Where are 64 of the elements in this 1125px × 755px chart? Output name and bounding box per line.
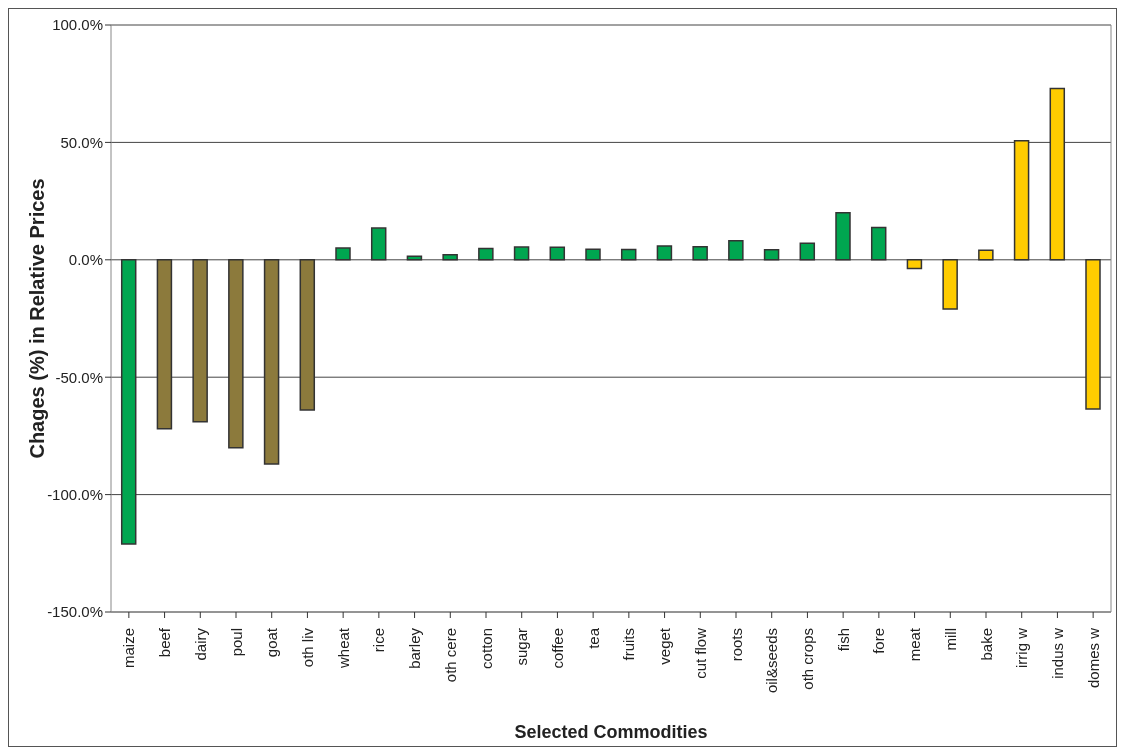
bar <box>692 245 708 261</box>
bar <box>335 247 351 261</box>
bar <box>406 255 423 261</box>
bar <box>763 248 780 261</box>
y-tick-label: 100.0% <box>52 16 103 34</box>
x-tick-label: oth liv <box>298 627 316 668</box>
bar <box>656 245 673 261</box>
bar <box>442 253 458 261</box>
x-tick-label: mill <box>941 628 959 651</box>
bar <box>942 259 958 310</box>
x-tick-label: sugar <box>513 628 531 666</box>
bar <box>478 247 494 261</box>
x-tick-label: indus w <box>1048 627 1066 679</box>
x-tick-label: oth crops <box>798 628 816 690</box>
x-tick-label: coffee <box>548 628 566 669</box>
bar <box>835 212 851 261</box>
x-tick-label: dairy <box>191 627 209 661</box>
bar <box>1085 259 1101 410</box>
bar <box>156 259 173 430</box>
bar <box>1049 87 1066 261</box>
bar <box>228 259 244 449</box>
x-tick-label: poul <box>227 628 245 657</box>
x-tick-label: beef <box>156 627 174 658</box>
x-tick-label: veget <box>656 627 674 665</box>
x-tick-label: domes w <box>1084 627 1102 689</box>
x-tick-label: bake <box>977 628 995 661</box>
x-tick-label: cotton <box>477 628 495 669</box>
bar <box>370 227 387 261</box>
x-tick-label: barley <box>406 627 424 669</box>
bar <box>120 259 137 545</box>
bar <box>263 259 280 465</box>
x-tick-label: oil&seeds <box>763 628 781 694</box>
bar <box>620 248 637 261</box>
x-tick-label: fore <box>870 628 888 654</box>
x-tick-label: cut flow <box>691 627 709 679</box>
x-tick-label: maize <box>120 628 138 669</box>
y-axis-title: Chages (%) in Relative Prices <box>26 178 49 459</box>
bar <box>513 246 530 261</box>
x-tick-label: fruits <box>620 628 638 661</box>
bar <box>870 226 887 261</box>
bar <box>1013 140 1030 261</box>
bar <box>299 259 316 411</box>
x-tick-label: rice <box>370 628 388 653</box>
bar <box>585 248 601 261</box>
x-tick-label: oth cere <box>441 628 459 683</box>
bar <box>799 242 816 261</box>
x-tick-label: roots <box>727 628 745 662</box>
x-tick-label: wheat <box>334 627 352 670</box>
x-tick-label: fish <box>834 628 852 652</box>
bar <box>192 259 208 423</box>
y-tick-label: -100.0% <box>47 485 103 503</box>
x-tick-label: goat <box>263 627 281 658</box>
bar <box>906 259 923 270</box>
x-axis-title: Selected Commodities <box>514 722 708 742</box>
y-tick-label: -150.0% <box>47 603 103 621</box>
x-tick-label: irrig w <box>1013 627 1031 668</box>
y-tick-label: -50.0% <box>55 368 103 386</box>
y-tick-label: 0.0% <box>68 251 103 269</box>
x-tick-label: tea <box>584 627 602 649</box>
x-tick-label: meat <box>906 627 924 662</box>
y-tick-label: 50.0% <box>60 133 103 151</box>
bar <box>978 249 994 261</box>
bar <box>549 246 566 261</box>
bar <box>728 240 744 261</box>
